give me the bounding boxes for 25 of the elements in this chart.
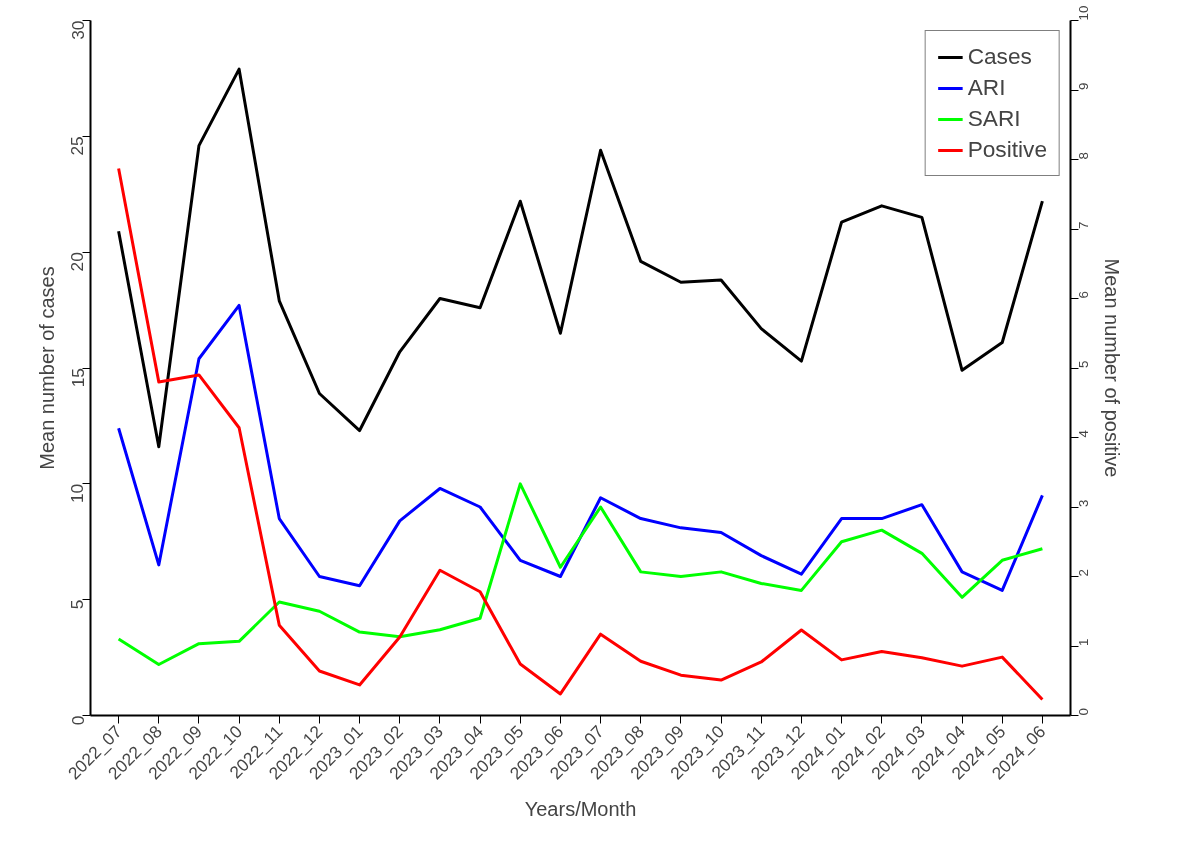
y2-tick-label: 3 [1076, 499, 1091, 507]
y-tick-label: 30 [67, 20, 88, 40]
y2-tick-label: 0 [1076, 708, 1091, 716]
legend-label: Positive [967, 136, 1047, 163]
y2-axis-title: Mean number of positive [1100, 258, 1123, 478]
y2-tick-label: 8 [1076, 152, 1091, 160]
legend-label: SARI [967, 105, 1021, 132]
y2-tick-label: 1 [1076, 638, 1091, 646]
y2-tick-label: 9 [1076, 82, 1091, 90]
x-axis-title: Years/Month [524, 798, 637, 821]
legend-label: Cases [967, 43, 1032, 70]
y-tick-label: 0 [67, 715, 88, 726]
y2-tick-label: 2 [1076, 569, 1091, 577]
legend-label: ARI [967, 74, 1006, 101]
y-tick-label: 10 [67, 483, 88, 504]
y-tick-label: 5 [67, 599, 88, 610]
y2-tick-label: 7 [1076, 221, 1091, 229]
y-tick-label: 25 [67, 136, 88, 156]
y-tick-label: 15 [67, 367, 88, 388]
y2-tick-label: 6 [1076, 291, 1091, 299]
y2-tick-label: 4 [1076, 429, 1091, 438]
y-axis-title: Mean number of cases [35, 266, 58, 470]
y-tick-label: 20 [67, 252, 88, 272]
y2-tick-label: 10 [1076, 5, 1091, 21]
y2-tick-label: 5 [1076, 360, 1091, 368]
